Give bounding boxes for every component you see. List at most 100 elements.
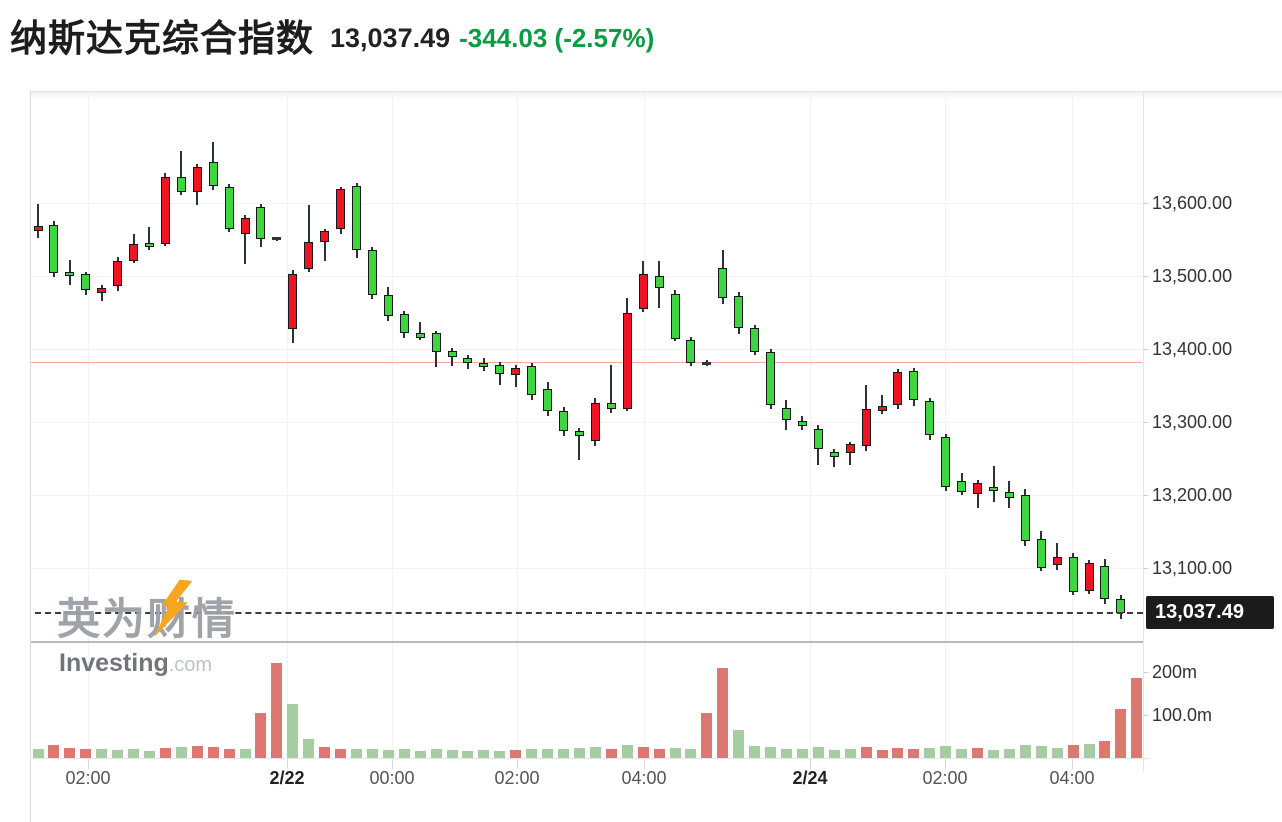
lightning-bolt-icon [153,579,192,638]
volume-baseline [31,758,1150,759]
investing-watermark: 英为财情 Investing.com [57,579,237,678]
up-candle [511,367,521,376]
y-axis-label: 13,600.00 [1152,193,1233,213]
volume-bar [159,747,171,758]
volume-bar [605,749,617,758]
last-price-badge: 13,037.49 [1146,596,1274,630]
time-gridline [810,92,811,758]
candle-wick [323,228,326,262]
pane-separator [31,641,1143,643]
down-candle [224,186,234,230]
chart-left-border [30,91,31,822]
volume-bar [669,747,681,758]
volume-bar [398,749,410,758]
down-candle [734,296,744,329]
doji-candle [272,237,282,241]
volume-bar [701,712,713,758]
volume-bar [1083,743,1095,758]
volume-bar [1131,678,1143,758]
down-candle [1068,557,1078,592]
x-axis-tick [392,758,393,769]
volume-bar [414,751,426,758]
down-candle [383,294,393,316]
y-axis-label: 13,200.00 [1152,484,1233,505]
volume-bar [287,704,299,758]
x-axis-label: 00:00 [369,768,415,788]
volume-bar [1051,747,1063,758]
candlestick-chart[interactable]: 13,037.49 13,600.00 13,500.00 13,400.00 13,… [0,91,1282,822]
candle-wick [578,427,581,461]
up-candle [893,372,903,405]
volume-axis-tick [1143,715,1148,716]
last-price-dashed-line [35,612,1143,615]
volume-bar [1099,740,1111,758]
down-candle [415,333,425,338]
time-gridline [517,92,518,758]
volume-bar [335,749,347,758]
volume-bar [366,749,378,758]
down-candle [909,371,919,400]
volume-bar [48,745,60,758]
y-axis-line [1143,91,1144,772]
x-axis-label: 2/24 [792,768,828,788]
candle-wick [419,321,422,341]
volume-bar [143,751,155,758]
down-candle [176,177,186,193]
candle-wick [451,348,454,367]
up-candle [192,166,202,193]
previous-close-line [31,362,1143,364]
candle-wick [514,364,517,388]
volume-bar [780,748,792,758]
price-gridline [31,421,1143,423]
price-change: -344.03 (-2.57%) [459,23,655,53]
volume-bar [510,750,522,758]
up-candle [1084,563,1094,591]
y-axis-tick [1143,203,1148,204]
up-candle [304,242,314,269]
candle-wick [849,442,852,466]
up-candle [877,406,887,411]
volume-bar [653,748,665,758]
candle-wick [180,151,183,195]
up-candle [113,260,123,287]
volume-bar [940,745,952,758]
candle-wick [833,448,836,467]
candle-wick [307,205,310,273]
down-candle [559,410,569,432]
volume-bar [175,746,187,758]
price-gridline [31,275,1143,277]
up-candle [861,408,871,447]
volume-bar [191,745,203,758]
up-candle [97,287,107,293]
candle-wick [881,395,884,415]
volume-bar [749,745,761,758]
down-candle [1004,492,1014,498]
down-candle [829,451,839,458]
down-candle [447,350,457,357]
volume-bar [255,712,267,758]
down-candle [654,275,664,288]
instrument-title: 纳斯达克综合指数 [10,18,314,59]
x-axis-tick [945,758,946,769]
price-gridline [31,348,1143,350]
last-price: 13,037.49 [330,23,451,53]
down-candle [49,224,59,273]
up-candle [973,482,983,494]
down-candle [1116,598,1126,614]
time-gridline [287,92,288,758]
volume-bar [685,748,697,758]
up-candle [160,176,170,244]
doji-candle [702,361,712,365]
volume-bar [112,750,124,758]
down-candle [367,250,377,295]
up-candle [288,274,298,330]
up-candle [638,273,648,310]
up-candle [622,313,632,409]
volume-bar [351,748,362,758]
up-candle [129,243,139,261]
volume-bar [924,747,936,758]
volume-bar [96,749,108,758]
volume-bar [828,750,840,758]
down-candle [479,362,489,367]
